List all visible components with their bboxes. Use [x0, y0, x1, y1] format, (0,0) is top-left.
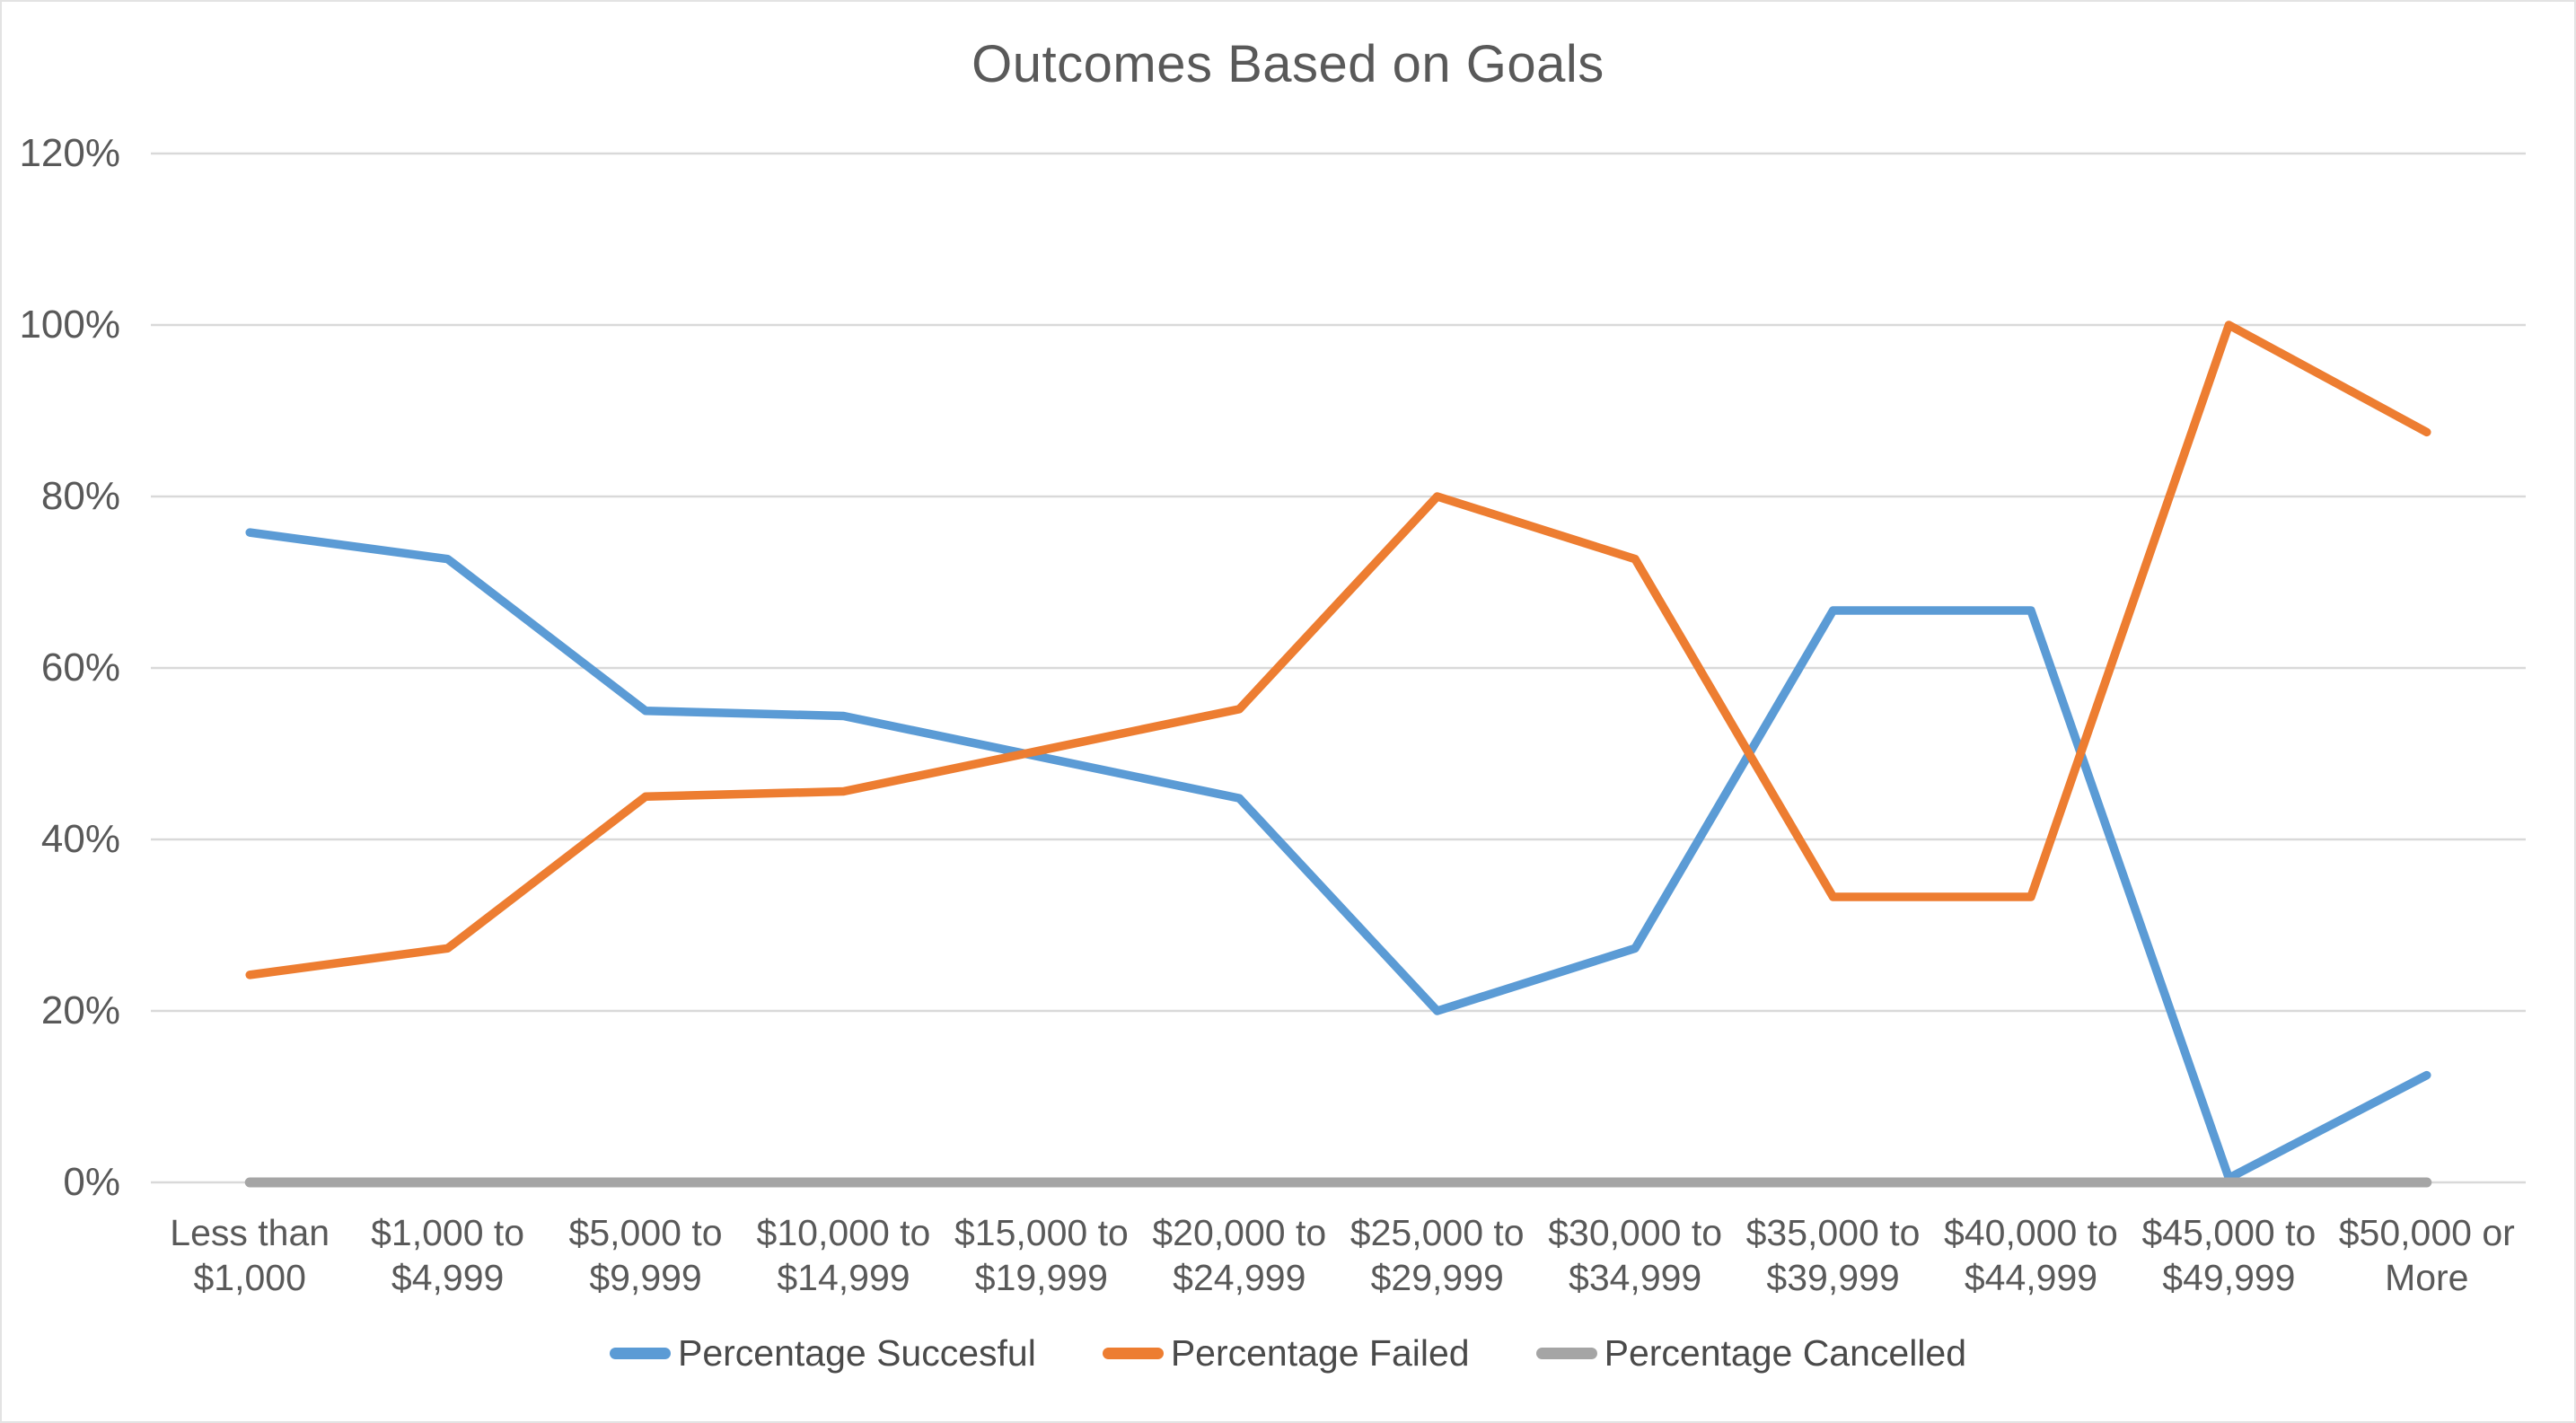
y-tick-label: 100%: [19, 303, 120, 347]
legend-swatch-icon: [1535, 1348, 1597, 1359]
x-category-label: $40,000 to $44,999: [1944, 1212, 2118, 1299]
series-line-percentage-failed: [245, 321, 2431, 979]
legend-swatch-icon: [1102, 1348, 1164, 1359]
x-category-label: $50,000 or More: [2338, 1212, 2515, 1299]
legend-label: Percentage Cancelled: [1604, 1332, 1967, 1374]
legend-item: Percentage Succesful: [609, 1332, 1036, 1375]
x-category-label: $10,000 to $14,999: [756, 1212, 931, 1299]
x-category-label: $1,000 to $4,999: [371, 1212, 525, 1299]
chart-title: Outcomes Based on Goals: [971, 35, 1605, 93]
y-tick-label: 0%: [63, 1160, 120, 1204]
x-category-label: Less than $1,000: [170, 1212, 330, 1299]
legend-item: Percentage Failed: [1102, 1332, 1470, 1375]
legend-item: Percentage Cancelled: [1535, 1332, 1967, 1375]
x-category-label: $20,000 to $24,999: [1152, 1212, 1327, 1299]
legend-label: Percentage Failed: [1170, 1332, 1470, 1374]
legend: Percentage Succesful Percentage Failed Per…: [2, 1332, 2574, 1375]
y-tick-label: 80%: [40, 474, 120, 518]
y-tick-label: 60%: [40, 646, 120, 690]
y-tick-label: 40%: [40, 817, 120, 861]
x-category-label: $45,000 to $49,999: [2141, 1212, 2317, 1299]
series-line-percentage-succesful: [245, 528, 2431, 1182]
legend-swatch-icon: [609, 1348, 671, 1359]
y-tick-label: 20%: [40, 988, 120, 1032]
y-tick-label: 120%: [19, 131, 120, 175]
x-category-label: $25,000 to $29,999: [1350, 1212, 1525, 1299]
x-category-label: $35,000 to $39,999: [1745, 1212, 1921, 1299]
x-category-label: $30,000 to $34,999: [1548, 1212, 1723, 1299]
x-category-label: $15,000 to $19,999: [954, 1212, 1129, 1299]
legend-label: Percentage Succesful: [677, 1332, 1036, 1374]
x-category-label: $5,000 to $9,999: [568, 1212, 723, 1299]
